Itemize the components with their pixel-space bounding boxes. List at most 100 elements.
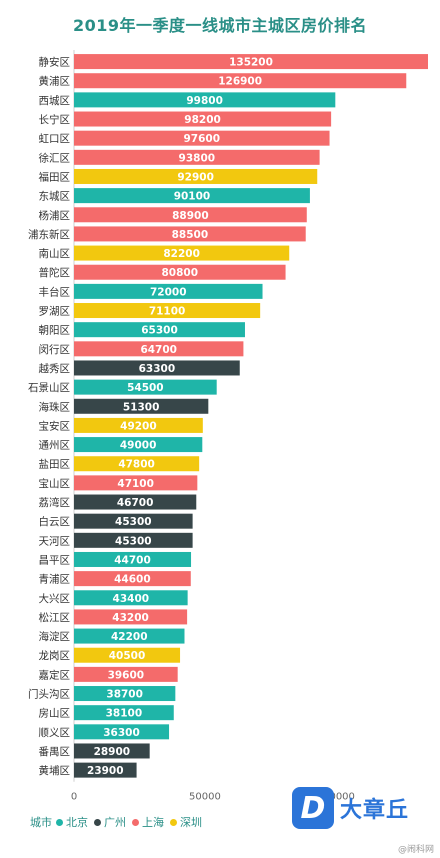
legend-title: 城市 bbox=[30, 816, 52, 829]
legend-dot-icon bbox=[56, 818, 63, 826]
data-label: 135200 bbox=[229, 57, 273, 69]
bar bbox=[74, 571, 191, 587]
bar bbox=[74, 551, 192, 567]
data-label: 23900 bbox=[87, 765, 124, 777]
category-label: 南山区 bbox=[39, 247, 71, 260]
bar bbox=[74, 360, 240, 376]
legend-item-guangzhou: 广州 bbox=[94, 814, 126, 830]
watermark: @闹科网 bbox=[397, 845, 434, 855]
data-label: 36300 bbox=[103, 727, 140, 739]
bar bbox=[74, 494, 197, 510]
category-label: 东城区 bbox=[39, 190, 71, 203]
category-label: 天河区 bbox=[39, 535, 71, 547]
data-label: 88500 bbox=[172, 229, 209, 241]
category-label: 海淀区 bbox=[39, 630, 71, 643]
category-label: 盐田区 bbox=[39, 458, 71, 471]
bar bbox=[74, 207, 307, 223]
data-label: 47100 bbox=[117, 478, 154, 490]
bar bbox=[74, 475, 198, 491]
data-label: 99800 bbox=[186, 95, 223, 107]
data-label: 80800 bbox=[162, 267, 199, 279]
legend: 城市 北京 广州 上海 深圳 bbox=[30, 814, 204, 830]
bar bbox=[74, 705, 174, 721]
legend-dot-icon bbox=[94, 818, 101, 826]
data-label: 39600 bbox=[108, 669, 145, 681]
category-label: 昌平区 bbox=[39, 554, 71, 566]
legend-label: 上海 bbox=[142, 816, 164, 829]
bar bbox=[74, 456, 200, 472]
data-label: 82200 bbox=[163, 248, 200, 260]
x-tick-label: 100000 bbox=[317, 792, 355, 803]
category-label: 房山区 bbox=[39, 707, 71, 720]
category-label: 松江区 bbox=[39, 611, 71, 624]
bar bbox=[74, 188, 310, 204]
bar bbox=[74, 532, 193, 548]
bar bbox=[74, 92, 336, 108]
category-label: 龙岗区 bbox=[39, 649, 71, 662]
legend-label: 广州 bbox=[104, 816, 126, 829]
data-label: 64700 bbox=[140, 344, 177, 356]
category-label: 福田区 bbox=[39, 170, 71, 183]
bar bbox=[74, 417, 203, 433]
bar bbox=[74, 322, 245, 338]
bar bbox=[74, 590, 188, 606]
data-label: 126900 bbox=[218, 76, 262, 88]
data-label: 43400 bbox=[113, 593, 150, 605]
category-label: 青浦区 bbox=[39, 573, 71, 586]
chart-title: 2019年一季度一线城市主城区房价排名 bbox=[72, 16, 368, 35]
category-label: 杨浦区 bbox=[39, 209, 71, 222]
category-label: 长宁区 bbox=[39, 113, 71, 126]
legend-label: 深圳 bbox=[180, 816, 202, 829]
data-label: 98200 bbox=[184, 114, 221, 126]
data-label: 88900 bbox=[172, 210, 209, 222]
data-label: 72000 bbox=[150, 286, 187, 298]
category-label: 门头沟区 bbox=[28, 688, 70, 701]
category-label: 黄浦区 bbox=[39, 75, 71, 88]
bar bbox=[74, 513, 193, 529]
category-label: 大兴区 bbox=[39, 592, 71, 605]
data-label: 97600 bbox=[184, 133, 221, 145]
category-label: 徐汇区 bbox=[39, 151, 71, 164]
data-label: 38700 bbox=[106, 689, 143, 701]
bar bbox=[74, 283, 263, 299]
data-label: 49000 bbox=[120, 440, 157, 452]
legend-item-shanghai: 上海 bbox=[132, 814, 164, 830]
data-label: 46700 bbox=[117, 497, 154, 509]
legend-item-shenzhen: 深圳 bbox=[170, 814, 202, 830]
data-label: 42200 bbox=[111, 631, 148, 643]
logo-text: 大章丘 bbox=[340, 798, 410, 823]
category-label: 宝安区 bbox=[39, 419, 71, 432]
category-label: 番禺区 bbox=[39, 746, 71, 758]
category-label: 普陀区 bbox=[39, 266, 71, 279]
category-label: 虹口区 bbox=[39, 133, 71, 145]
data-label: 65300 bbox=[141, 325, 178, 337]
bar bbox=[74, 303, 261, 319]
data-label: 28900 bbox=[94, 746, 131, 758]
bar bbox=[74, 264, 286, 280]
category-label: 黄埔区 bbox=[39, 764, 71, 777]
category-label: 白云区 bbox=[39, 515, 71, 528]
category-label: 宝山区 bbox=[39, 477, 71, 490]
category-label: 顺义区 bbox=[39, 727, 71, 739]
category-label: 荔湾区 bbox=[39, 496, 71, 509]
category-label: 海珠区 bbox=[39, 400, 71, 413]
legend-label: 北京 bbox=[66, 816, 88, 829]
bar bbox=[74, 743, 150, 759]
category-label: 西城区 bbox=[39, 95, 71, 107]
bar bbox=[74, 628, 185, 644]
category-label: 罗湖区 bbox=[39, 306, 71, 318]
category-label: 浦东新区 bbox=[28, 228, 70, 241]
bar bbox=[74, 54, 428, 70]
category-label: 石景山区 bbox=[28, 382, 70, 394]
bar bbox=[74, 341, 244, 357]
x-tick-label: 50000 bbox=[189, 792, 221, 803]
data-label: 63300 bbox=[139, 363, 176, 375]
x-tick-label: 0 bbox=[71, 792, 77, 803]
category-label: 静安区 bbox=[39, 56, 71, 69]
data-label: 45300 bbox=[115, 516, 152, 528]
bar bbox=[74, 666, 178, 682]
bar bbox=[74, 130, 330, 146]
bar bbox=[74, 245, 290, 261]
data-label: 45300 bbox=[115, 535, 152, 547]
